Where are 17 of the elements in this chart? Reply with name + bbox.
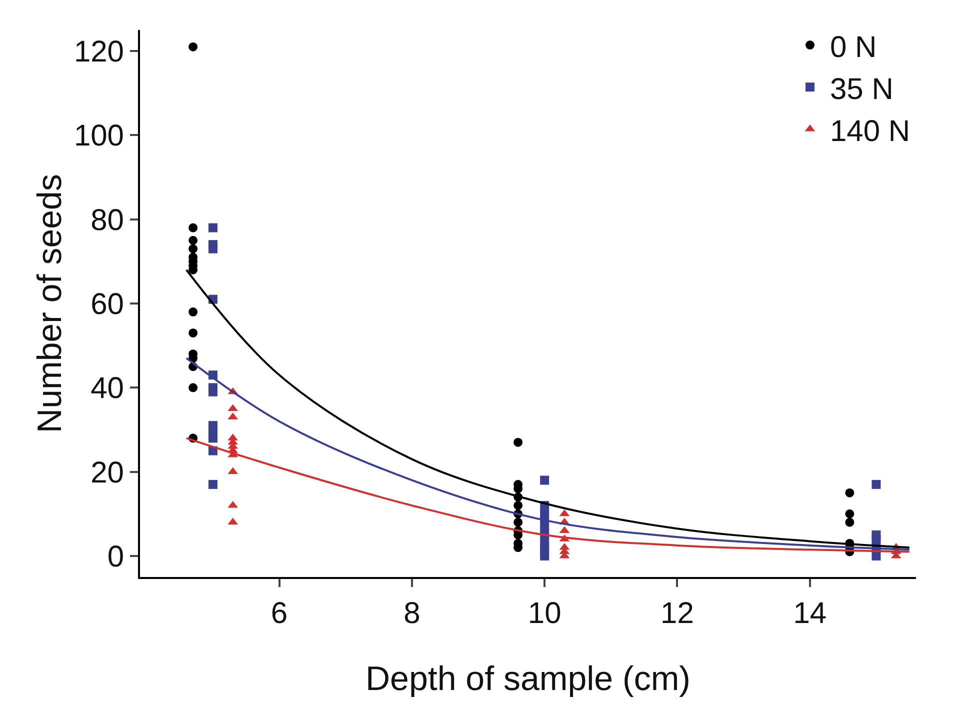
y-tick-label: 20 <box>90 456 124 490</box>
y-tick-label: 120 <box>74 36 124 69</box>
y-tick-label: 60 <box>90 288 124 321</box>
x-tick-label: 10 <box>528 597 562 630</box>
legend-label: 35 N <box>830 72 894 106</box>
x-tick-label: 14 <box>793 597 827 630</box>
y-axis-title: Number of seeds <box>31 174 69 433</box>
legend-label: 0 N <box>830 30 877 64</box>
y-tick-label: 80 <box>90 204 124 237</box>
x-axis-title: Depth of sample (cm) <box>366 660 690 698</box>
y-tick-label: 40 <box>90 372 124 406</box>
x-tick-label: 6 <box>270 597 288 630</box>
y-tick-label: 0 <box>107 540 124 574</box>
x-tick-label: 8 <box>404 597 420 630</box>
legend-label: 140 N <box>830 114 910 148</box>
x-tick-label: 12 <box>660 597 694 630</box>
y-tick-label: 100 <box>74 120 124 153</box>
